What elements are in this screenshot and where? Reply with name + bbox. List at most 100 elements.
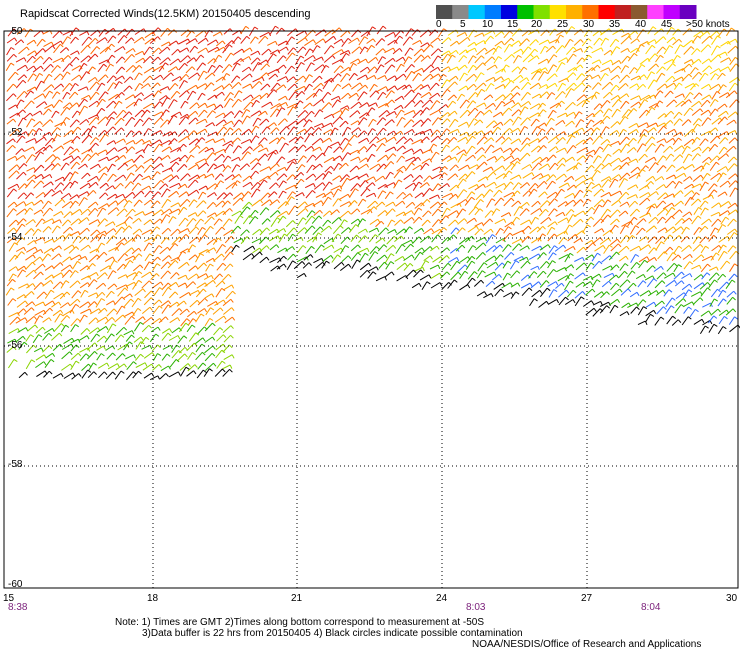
wind-barb [340,105,348,110]
legend-label: 30 [583,19,595,30]
wind-barb [610,46,617,56]
wind-barb [536,128,543,137]
wind-barb [647,236,655,243]
wind-barb [333,247,342,253]
wind-barb [223,284,233,291]
wind-barb [304,74,310,83]
wind-barb [27,324,36,332]
wind-barb [231,210,241,217]
wind-barb [97,74,106,83]
wind-barb [80,244,89,252]
wind-barb [583,54,589,63]
wind-barb [666,137,674,144]
wind-barb [180,55,189,63]
wind-barb [322,210,331,217]
wind-barb [657,227,666,233]
wind-barb [123,298,132,308]
wind-barb [313,257,322,264]
wind-barb [52,272,62,279]
wind-barb [16,237,22,245]
wind-barb [207,300,217,307]
wind-barb [125,139,134,145]
wind-barb [294,178,302,188]
wind-barb [249,36,256,44]
wind-barb [287,83,295,91]
wind-barb [303,55,314,62]
wind-barb [216,360,223,369]
wind-barb [349,188,356,198]
wind-barb [286,161,294,171]
wind-barb [43,84,52,92]
wind-barb [348,92,357,99]
wind-barb [42,317,50,323]
wind-barb [68,171,76,182]
wind-barb [674,44,681,54]
wind-barb [44,327,53,334]
wind-barb [187,273,197,281]
wind-barb [546,92,553,100]
wind-barb [99,133,106,143]
wind-barb [431,228,441,235]
wind-barb [473,199,481,208]
wind-barb [231,81,239,90]
wind-barb [79,119,87,125]
wind-barb [447,110,456,117]
wind-barb [186,90,194,101]
wind-barb [117,274,127,280]
wind-barb [288,205,296,215]
wind-barb [69,298,78,307]
wind-barb [404,243,412,252]
wind-barb [657,192,666,201]
wind-barb [602,153,609,163]
wind-barb [144,236,153,243]
wind-barb [467,65,474,73]
wind-barb [269,244,277,251]
wind-barb [519,182,528,189]
wind-barb [645,94,655,100]
wind-barb [447,136,455,145]
wind-barb [549,162,556,171]
wind-barb [302,262,310,269]
wind-barb [278,180,284,188]
wind-barb [709,83,719,91]
wind-barb [223,229,233,237]
wind-barb [495,101,503,111]
wind-barb [564,245,574,253]
wind-barb [358,137,368,144]
wind-barb [261,48,269,56]
wind-barb [8,242,15,252]
wind-barb [718,51,726,57]
wind-barb [539,280,547,288]
wind-barb [430,282,441,289]
wind-barb [593,291,603,298]
wind-barb [473,279,482,287]
wind-barb [591,279,598,288]
wind-barb [185,38,196,45]
wind-barb [143,242,150,252]
wind-barb [590,74,599,80]
wind-barb [384,271,393,278]
wind-barb [654,176,662,182]
wind-barb [26,283,34,289]
wind-barb [673,131,682,138]
wind-barb [430,135,439,143]
wind-barb [52,145,62,153]
wind-barb [584,67,593,75]
wind-barb [59,47,67,54]
wind-barb [341,152,349,162]
wind-barb [663,120,671,127]
wind-barb [412,109,422,119]
wind-barb [17,131,27,137]
wind-barb [312,200,322,207]
wind-barb [125,172,132,181]
wind-barb [52,57,63,64]
wind-barb [654,90,661,98]
wind-barb [356,84,366,92]
wind-barb [259,175,269,183]
wind-barb [215,343,224,351]
wind-barb [681,119,689,126]
wind-barb [223,192,231,200]
wind-barb [369,136,377,145]
wind-barb [555,62,563,72]
